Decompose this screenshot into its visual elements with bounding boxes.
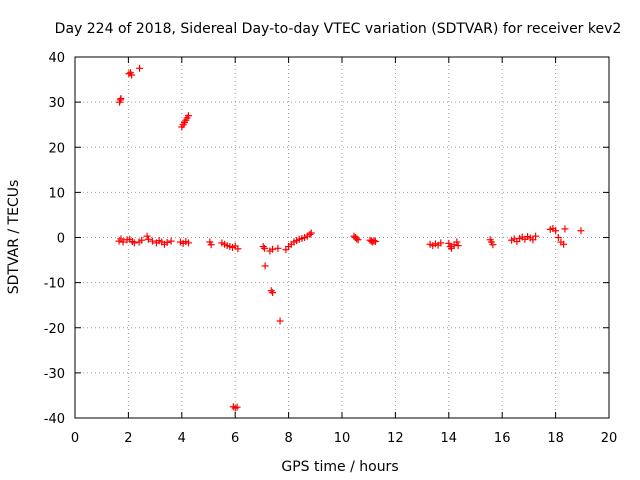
data-point xyxy=(207,241,215,249)
x-tick-label: 12 xyxy=(387,431,404,446)
x-tick-labels: 0 2 4 6 8 10 12 14 16 18 20 xyxy=(71,431,617,446)
y-tick-label: 10 xyxy=(48,186,65,201)
x-tick-label: 0 xyxy=(71,431,79,446)
data-point xyxy=(143,232,151,240)
data-point xyxy=(445,239,453,247)
y-tick-label: 40 xyxy=(48,51,65,66)
y-tick-label: 30 xyxy=(48,96,65,111)
data-point xyxy=(529,236,537,244)
data-point xyxy=(163,238,171,246)
data-point xyxy=(261,262,269,270)
data-point xyxy=(353,235,361,243)
data-point xyxy=(446,243,454,251)
data-point xyxy=(144,235,152,243)
data-point xyxy=(130,239,138,247)
data-point xyxy=(261,244,269,252)
data-point xyxy=(184,239,192,247)
data-point xyxy=(354,236,362,244)
data-point xyxy=(259,243,267,251)
data-point xyxy=(117,95,125,103)
chart-title: Day 224 of 2018, Sidereal Day-to-day VTE… xyxy=(55,21,622,37)
data-point xyxy=(148,237,156,245)
data-point xyxy=(267,287,275,295)
data-point xyxy=(307,229,315,237)
data-point xyxy=(554,234,562,241)
data-points xyxy=(115,64,585,412)
y-tick-label: -40 xyxy=(44,412,65,427)
y-tick-label: -20 xyxy=(44,322,65,337)
data-point xyxy=(276,317,284,325)
data-point xyxy=(447,244,455,252)
data-point xyxy=(269,289,277,297)
grid-lines xyxy=(75,57,609,418)
data-point xyxy=(233,403,241,411)
data-point xyxy=(371,238,379,246)
x-tick-label: 4 xyxy=(178,431,186,446)
data-point xyxy=(370,237,378,245)
x-tick-label: 20 xyxy=(601,431,618,446)
data-point xyxy=(437,239,445,247)
plot-frame xyxy=(74,56,610,419)
x-tick-label: 8 xyxy=(284,431,292,446)
x-tick-label: 2 xyxy=(124,431,132,446)
x-tick-label: 18 xyxy=(547,431,564,446)
data-point xyxy=(532,232,540,240)
y-axis-label: SDTVAR / TECUs xyxy=(6,180,22,295)
x-tick-label: 14 xyxy=(441,431,458,446)
y-tick-label: 20 xyxy=(48,141,65,156)
data-point xyxy=(577,227,585,235)
data-point xyxy=(136,64,144,72)
data-point xyxy=(454,242,462,250)
data-point xyxy=(119,238,127,246)
data-point xyxy=(561,225,569,233)
data-point xyxy=(269,245,277,253)
x-tick-label: 16 xyxy=(494,431,511,446)
data-point xyxy=(306,230,314,238)
x-tick-label: 10 xyxy=(334,431,351,446)
data-point xyxy=(184,112,192,120)
data-point xyxy=(234,245,242,253)
data-point xyxy=(453,238,461,246)
data-point xyxy=(167,237,175,245)
data-point xyxy=(138,236,146,244)
data-point xyxy=(489,241,497,249)
data-point xyxy=(560,240,568,248)
data-point xyxy=(128,71,136,79)
data-point xyxy=(274,244,282,252)
x-axis-label: GPS time / hours xyxy=(281,459,398,475)
data-point xyxy=(552,227,560,235)
y-tick-labels: -40 -30 -20 -10 0 10 20 30 40 xyxy=(44,51,65,427)
x-tick-label: 6 xyxy=(231,431,239,446)
y-tick-label: -30 xyxy=(44,367,65,382)
y-tick-label: -10 xyxy=(44,277,65,292)
y-tick-label: 0 xyxy=(57,232,65,247)
